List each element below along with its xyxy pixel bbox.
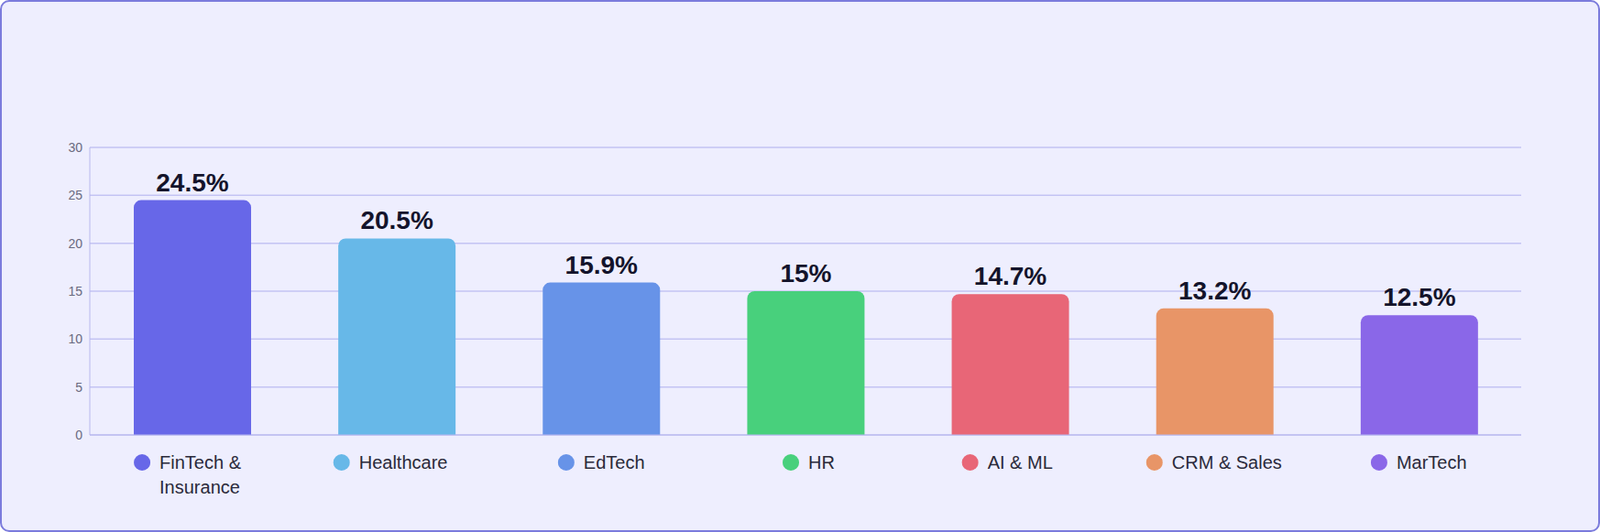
svg-text:FinTech &Insurance: FinTech &Insurance — [159, 452, 242, 498]
svg-text:15: 15 — [67, 284, 83, 299]
svg-text:Healthcare: Healthcare — [359, 452, 449, 473]
svg-text:25: 25 — [67, 187, 83, 203]
svg-text:20: 20 — [67, 236, 83, 252]
svg-text:HR: HR — [808, 452, 835, 473]
svg-text:MarTech: MarTech — [1396, 452, 1468, 473]
svg-text:0: 0 — [75, 427, 83, 443]
svg-text:EdTech: EdTech — [583, 452, 646, 473]
svg-text:30: 30 — [67, 140, 83, 155]
svg-text:13.2%: 13.2% — [1178, 276, 1251, 306]
svg-text:15%: 15% — [779, 259, 832, 288]
svg-text:14.7%: 14.7% — [974, 262, 1047, 291]
svg-text:24.5%: 24.5% — [155, 168, 229, 198]
svg-text:15.9%: 15.9% — [565, 251, 638, 280]
svg-text:10: 10 — [67, 331, 83, 347]
svg-text:AI & ML: AI & ML — [987, 452, 1053, 473]
svg-text:20.5%: 20.5% — [360, 206, 433, 235]
svg-text:CRM & Sales: CRM & Sales — [1172, 452, 1283, 473]
svg-text:5: 5 — [75, 380, 83, 395]
svg-text:12.5%: 12.5% — [1382, 283, 1456, 312]
